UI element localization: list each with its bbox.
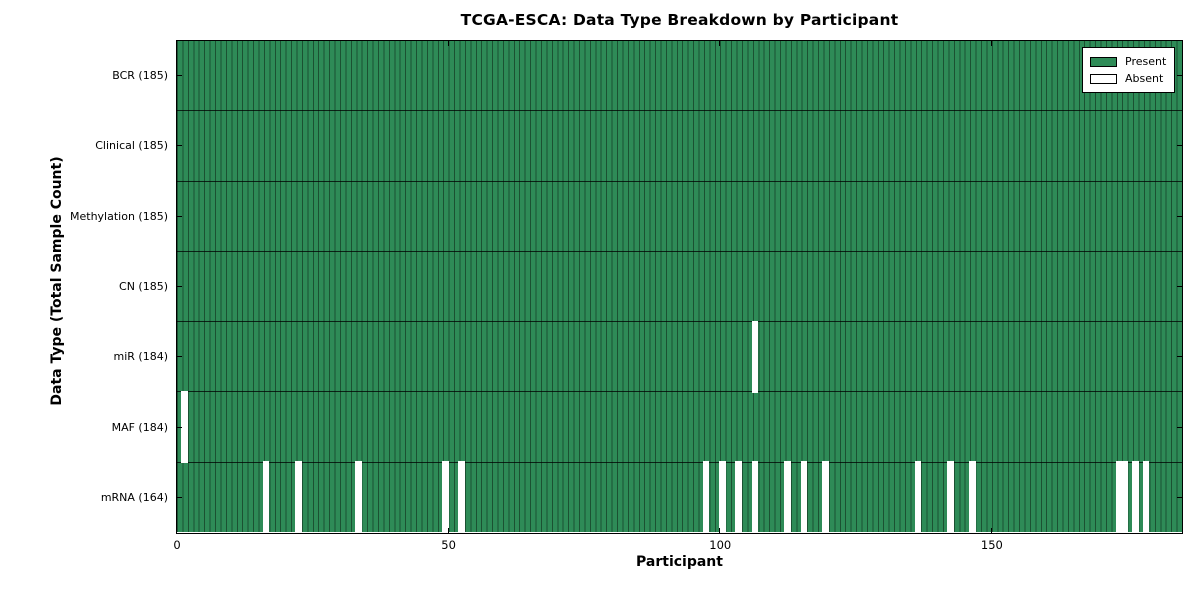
absent-cell-mrna-49	[442, 461, 449, 534]
y-tick-mark-right	[1176, 496, 1182, 498]
absent-cell-mrna-97	[702, 461, 710, 534]
absent-cell-mrna-176	[1132, 461, 1139, 534]
y-tick-mark-right	[1176, 286, 1182, 287]
absent-cell-maf-1	[181, 390, 188, 464]
row-divider	[176, 110, 1182, 112]
x-tick-mark-bottom	[990, 527, 992, 533]
absent-cell-mir-106	[751, 320, 759, 393]
x-axis-label: Participant	[636, 554, 723, 570]
legend-entry-absent: Absent	[1090, 70, 1166, 87]
legend: Present Absent	[1082, 47, 1176, 93]
row-clinical	[176, 110, 1182, 182]
y-tick-label-bcr: BCR (185)	[112, 69, 168, 83]
y-tick-label-mir: miR (184)	[113, 350, 169, 364]
row-cn	[176, 251, 1182, 322]
row-divider	[176, 391, 1182, 393]
y-tick-label-methylation: Methylation (185)	[70, 209, 168, 223]
legend-swatch-absent	[1090, 73, 1117, 84]
x-tick-mark-top	[990, 40, 992, 46]
y-tick-label-clinical: Clinical (185)	[95, 139, 168, 153]
absent-cell-mrna-115	[800, 461, 808, 534]
absent-cell-mrna-142	[947, 461, 954, 534]
y-tick-mark-left	[176, 426, 182, 428]
x-tick-label-0: 0	[173, 538, 181, 552]
y-tick-mark-left	[176, 75, 182, 77]
absent-cell-mrna-136	[914, 461, 922, 534]
chart-title: TCGA-ESCA: Data Type Breakdown by Partic…	[460, 11, 899, 29]
absent-cell-mrna-52	[458, 461, 465, 534]
absent-cell-mrna-22	[295, 461, 303, 534]
y-tick-label-mrna: mRNA (164)	[100, 490, 168, 504]
x-tick-mark-top	[719, 40, 721, 46]
y-tick-mark-left	[176, 356, 182, 358]
legend-label-absent: Absent	[1125, 72, 1164, 85]
absent-cell-mrna-112	[784, 461, 791, 534]
absent-cell-mrna-174	[1121, 461, 1128, 534]
y-tick-label-maf: MAF (184)	[111, 420, 168, 434]
y-tick-mark-right	[1176, 145, 1182, 147]
absent-cell-mrna-146	[969, 461, 976, 534]
absent-cell-mrna-106	[751, 461, 759, 534]
plot-area	[175, 39, 1183, 534]
x-tick-mark-bottom	[447, 527, 449, 533]
absent-cell-mrna-100	[719, 461, 726, 534]
x-tick-mark-bottom	[719, 527, 721, 533]
y-tick-mark-right	[1176, 356, 1182, 358]
x-tick-label-50: 50	[441, 538, 456, 552]
legend-entry-present: Present	[1090, 53, 1166, 70]
absent-cell-mrna-103	[735, 461, 743, 534]
x-tick-label-150: 150	[980, 538, 1003, 552]
row-divider	[176, 321, 1182, 323]
row-divider	[176, 461, 1182, 463]
x-tick-mark-top	[447, 40, 449, 46]
absent-cell-mrna-178	[1142, 461, 1150, 534]
y-tick-label-cn: CN (185)	[119, 280, 168, 293]
legend-label-present: Present	[1125, 55, 1167, 68]
absent-cell-mrna-33	[355, 461, 362, 534]
absent-cell-mrna-16	[262, 461, 270, 534]
y-tick-mark-left	[176, 145, 182, 147]
y-tick-mark-right	[1176, 75, 1182, 77]
y-tick-mark-right	[1176, 426, 1182, 428]
row-bcr	[176, 40, 1182, 111]
row-divider	[176, 250, 1182, 252]
row-mrna	[176, 462, 1182, 533]
row-mir	[176, 321, 1182, 392]
y-tick-mark-left	[176, 496, 182, 498]
y-tick-mark-left	[176, 215, 182, 217]
row-methylation	[176, 181, 1182, 252]
row-divider	[176, 180, 1182, 182]
absent-cell-mrna-173	[1115, 461, 1123, 534]
row-maf	[176, 391, 1182, 463]
absent-cell-mrna-119	[822, 461, 829, 534]
y-tick-mark-left	[176, 286, 182, 287]
legend-swatch-present	[1090, 56, 1117, 67]
x-tick-label-100: 100	[709, 538, 732, 552]
y-tick-mark-right	[1176, 215, 1182, 217]
